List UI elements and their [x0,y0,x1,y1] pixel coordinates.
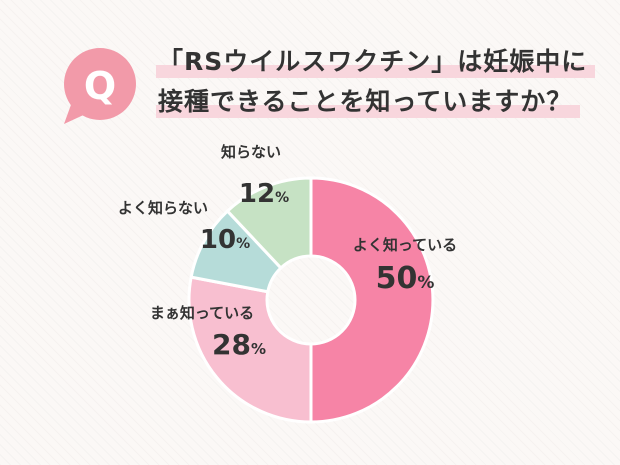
question-title-line-1: 「RSウイルスワクチン」は妊娠中に [156,46,596,78]
donut-slice [225,176,313,271]
slice-label: 知らない [221,143,281,161]
slice-value-label: 28% [212,328,266,361]
donut-slice [187,275,313,424]
slice-value-label: 10% [200,225,250,255]
badge-circle [64,48,136,120]
question-badge-letter: Q [83,64,117,108]
slice-label: まぁ知っている [150,304,254,322]
question-title-line-1-text: 「RSウイルスワクチン」は妊娠中に [158,47,588,76]
question-title-line-2: 接種できることを知っていますか？ [156,86,581,118]
title-highlight-2 [156,105,581,118]
title-highlight-1 [156,65,596,78]
slice-label: よく知っている [353,236,457,254]
donut-slice [309,176,435,424]
question-title-line-2-text: 接種できることを知っていますか？ [158,87,573,116]
slice-value-label: 12% [239,179,289,209]
question-badge-icon [64,48,136,124]
slice-value-label: 50% [376,261,435,296]
badge-tail [64,102,90,124]
slice-label: よく知らない [118,199,208,217]
